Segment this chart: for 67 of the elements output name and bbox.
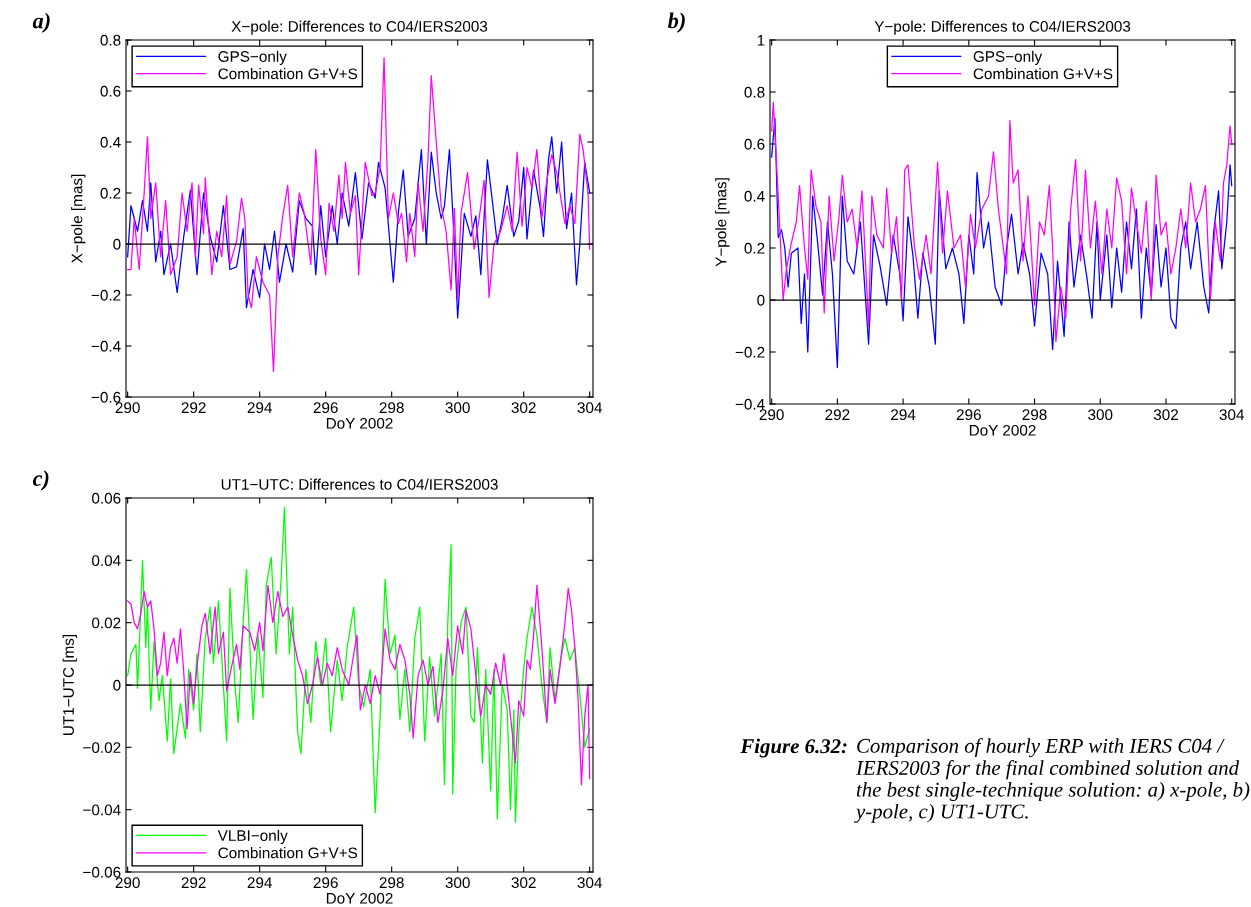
x-tick-label: 294	[247, 402, 272, 414]
y-tick-label: 0.8	[100, 34, 121, 46]
y-tick-label: −0.4	[91, 340, 121, 352]
x-axis-title: DoY 2002	[326, 417, 393, 429]
y-axis-title: Y−pole [mas]	[715, 178, 730, 267]
x-tick-label: 296	[313, 402, 338, 414]
y-axis-title: X−pole [mas]	[71, 174, 86, 263]
x-axis-title: DoY 2002	[969, 424, 1036, 436]
x-tick-label: 300	[1088, 409, 1113, 421]
y-tick-label: 0.8	[744, 86, 765, 98]
y-tick-label: −0.4	[735, 398, 765, 410]
y-tick-label: 0	[757, 294, 765, 306]
y-tick-label: 0.2	[744, 242, 765, 254]
y-tick-label: 0	[113, 238, 121, 250]
x-tick-label: 304	[577, 402, 602, 414]
x-tick-label: 296	[313, 877, 338, 889]
x-tick-label: 292	[181, 877, 206, 889]
x-tick-label: 298	[379, 402, 404, 414]
y-tick-label: 0.4	[744, 190, 765, 202]
y-tick-label: 0.2	[100, 187, 121, 199]
y-tick-label: 0.6	[744, 138, 765, 150]
text: b)	[667, 12, 685, 33]
x-tick-label: 304	[577, 877, 602, 889]
legend-label: VLBI−only	[217, 829, 288, 845]
text: c)	[32, 470, 49, 491]
x-tick-label: 302	[1153, 409, 1178, 421]
chart-title: UT1−UTC: Differences to C04/IERS2003	[221, 478, 498, 490]
y-tick-label: 0.06	[92, 492, 121, 504]
y-tick-label: 0.4	[100, 136, 121, 148]
legend-label: GPS−only	[973, 50, 1043, 65]
x-tick-label: 292	[181, 402, 206, 414]
x-tick-label: 292	[825, 409, 850, 421]
x-tick-label: 300	[445, 402, 470, 414]
y-tick-label: −0.6	[91, 391, 121, 403]
x-tick-label: 302	[511, 402, 536, 414]
y-tick-label: 0.04	[92, 555, 121, 567]
chart-title: Y−pole: Differences to C04/IERS2003	[874, 20, 1131, 35]
legend-label: Combination G+V+S	[973, 67, 1113, 80]
y-axis-title: UT1−UTC [ms]	[62, 634, 77, 735]
x-tick-label: 302	[511, 877, 536, 889]
y-tick-label: 1	[757, 35, 765, 46]
y-tick-label: 0.02	[92, 617, 121, 629]
x-tick-label: 290	[115, 877, 140, 889]
x-tick-label: 294	[247, 877, 272, 889]
x-tick-label: 304	[1219, 409, 1245, 421]
x-tick-label: 290	[759, 409, 784, 421]
legend-label: Combination G+V+S	[218, 67, 358, 80]
y-tick-label: −0.02	[83, 742, 121, 754]
chart-title: X−pole: Differences to C04/IERS2003	[231, 20, 488, 35]
y-tick-label: −0.04	[83, 804, 121, 816]
y-tick-label: −0.2	[735, 346, 765, 358]
legend-label: Combination G+V+S	[218, 847, 358, 859]
x-tick-label: 294	[891, 409, 916, 421]
x-tick-label: 290	[115, 402, 140, 414]
y-tick-label: 0	[113, 679, 121, 691]
y-tick-label: −0.06	[83, 866, 121, 878]
x-axis-title: DoY 2002	[326, 892, 393, 904]
x-tick-label: 300	[445, 877, 470, 889]
y-tick-label: −0.2	[91, 289, 121, 301]
x-tick-label: 298	[379, 877, 404, 889]
legend-label: GPS−only	[218, 50, 287, 65]
y-tick-label: 0.6	[100, 85, 121, 97]
text: a)	[32, 12, 50, 33]
caption: Figure 6.32:	[740, 738, 847, 758]
text: Comparison of hourly ERP with IERS C04 / IERS2003 for the final combined solution and the best single-technique solution: a) x-pole, b) y-pole, c) UT1-UTC.	[854, 738, 1250, 823]
x-tick-label: 298	[1022, 409, 1047, 421]
x-tick-label: 296	[956, 409, 981, 421]
